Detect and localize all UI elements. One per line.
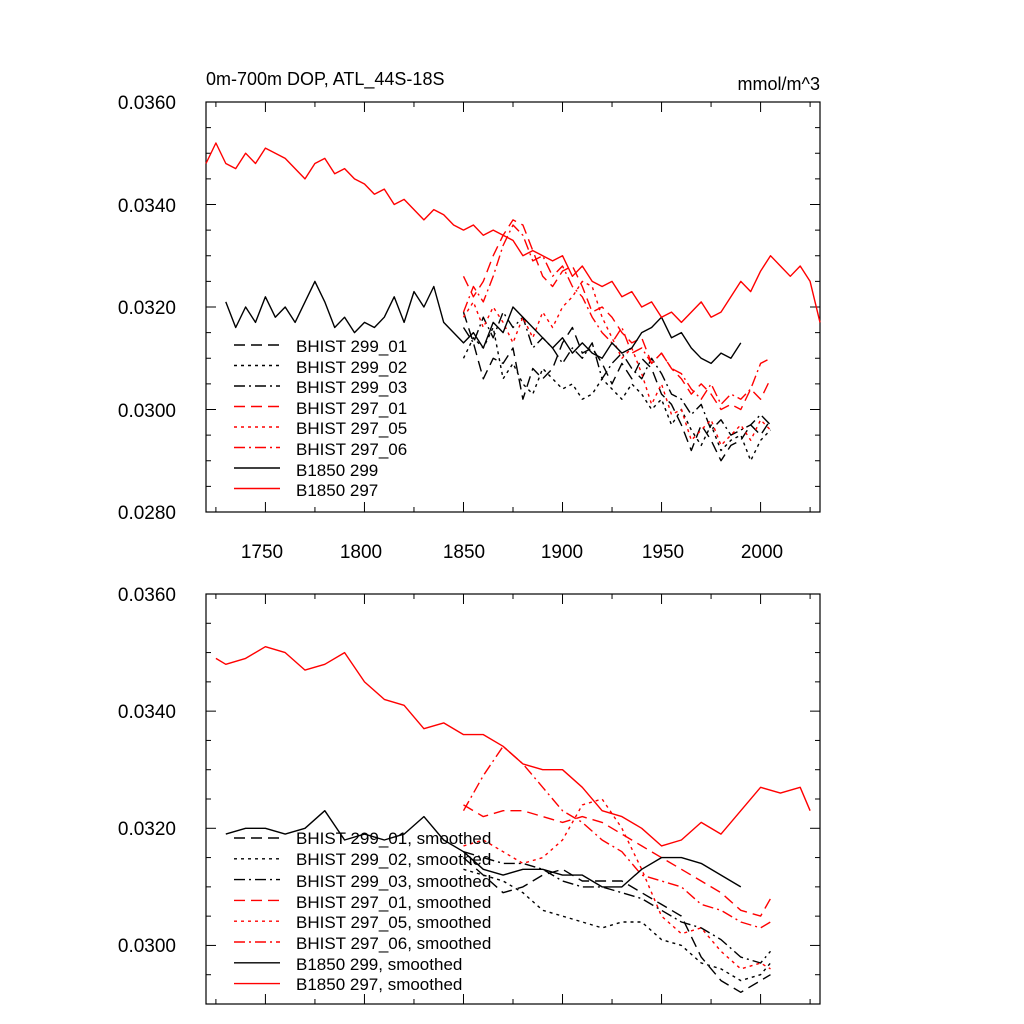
top-x-tick-label: 1800 [340,542,382,563]
bottom-series-b1850-297-smoothed [215,646,811,847]
top-x-tick-label: 1850 [443,542,485,563]
top-legend-label: BHIST 297_06 [296,440,407,459]
bottom-y-tick-label: 0.0320 [118,819,176,840]
top-x-tick-label: 2000 [741,542,783,563]
bottom-legend-label: BHIST 297_06, smoothed [296,934,491,953]
top-legend-label: B1850 297 [296,481,378,500]
bottom-y-tick-label: 0.0300 [118,936,176,957]
bottom-legend-label: BHIST 299_02, smoothed [296,850,491,869]
top-axis-ticks [206,101,820,513]
bottom-legend: BHIST 299_01, smoothed BHIST 299_02, smo… [234,829,491,994]
top-x-tick-labels: 1750 1800 1850 1900 1950 2000 [241,542,783,563]
top-y-tick-label: 0.0320 [118,298,176,319]
top-x-tick-label: 1900 [541,542,583,563]
top-y-tick-labels: 0.0360 0.0340 0.0320 0.0300 0.0280 [118,93,176,524]
top-y-tick-label: 0.0340 [118,196,176,217]
bottom-legend-label: B1850 299, smoothed [296,955,462,974]
top-series-group [205,142,821,462]
bottom-y-tick-label: 0.0340 [118,702,176,723]
bottom-y-tick-labels: 0.0360 0.0340 0.0320 0.0300 [118,585,176,957]
bottom-series-bhist-297-01-smoothed [463,804,772,917]
bottom-series-bhist-299-03-smoothed [463,851,772,964]
top-chart-title: 0m-700m DOP, ATL_44S-18S [206,69,444,90]
top-series-b1850-299 [225,280,742,365]
bottom-legend-label: BHIST 297_05, smoothed [296,913,491,932]
top-legend-label: BHIST 299_02 [296,358,407,377]
bottom-series-bhist-299-01-smoothed [463,857,771,993]
top-series-bhist-299-03 [462,311,772,436]
top-legend-label: BHIST 299_01 [296,337,407,356]
top-legend-label: BHIST 297_01 [296,399,407,418]
top-legend-label: BHIST 297_05 [296,419,407,438]
bottom-series-group [215,646,811,993]
bottom-legend-label: BHIST 299_03, smoothed [296,872,491,891]
top-y-tick-label: 0.0280 [118,503,176,524]
bottom-y-tick-label: 0.0360 [118,585,176,606]
top-y-tick-label: 0.0360 [118,93,176,114]
top-x-tick-label: 1950 [642,542,684,563]
top-series-bhist-297-01 [462,219,772,411]
bottom-panel: 0.0360 0.0340 0.0320 0.0300 BHIST 299_01… [118,585,821,1005]
bottom-axis-ticks [206,593,820,1005]
bottom-legend-label: B1850 297, smoothed [296,975,462,994]
bottom-series-bhist-299-02-smoothed [463,868,772,982]
top-y-tick-label: 0.0300 [118,401,176,422]
bottom-series-bhist-297-05-smoothed [463,798,771,970]
top-series-bhist-297-06 [462,224,771,406]
top-series-bhist-299-02 [462,326,772,462]
bottom-legend-label: BHIST 299_01, smoothed [296,829,491,848]
bottom-legend-label: BHIST 297_01, smoothed [296,893,491,912]
bottom-series-b1850-299-smoothed [225,810,742,888]
top-legend-label: B1850 299 [296,461,378,480]
top-chart-units: mmol/m^3 [738,74,820,94]
top-panel: 0m-700m DOP, ATL_44S-18S mmol/m^3 0.0360… [118,69,821,563]
top-legend-label: BHIST 299_03 [296,378,407,397]
bottom-series-bhist-297-06-smoothed [462,745,771,929]
top-x-tick-label: 1750 [241,542,283,563]
top-series-b1850-297 [205,142,821,324]
top-legend: BHIST 299_01 BHIST 299_02 BHIST 299_03 B… [234,337,407,500]
